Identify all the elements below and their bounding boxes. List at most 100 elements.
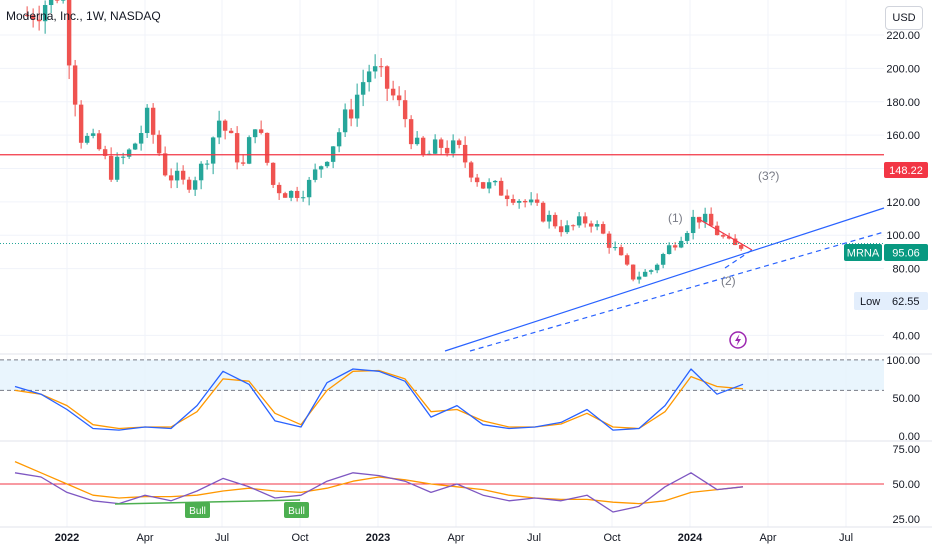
candle-body xyxy=(270,162,276,185)
candle-body xyxy=(162,153,168,176)
candle-body xyxy=(360,82,366,95)
low-tag-value: 62.55 xyxy=(892,296,920,308)
candle-body xyxy=(354,94,360,119)
candle-body xyxy=(594,224,600,227)
resistance-price-tag: 148.22 xyxy=(889,165,923,177)
candle-body xyxy=(78,104,84,143)
candle-body xyxy=(102,149,108,156)
candle-body xyxy=(186,179,192,190)
bull-label-2: Bull xyxy=(288,506,305,517)
candle-body xyxy=(204,163,210,165)
candle-body xyxy=(588,223,594,227)
candle-body xyxy=(606,233,612,248)
candle-body xyxy=(48,0,54,6)
candle-body xyxy=(234,133,240,163)
price-axis-label: 40.00 xyxy=(892,330,920,342)
candle-body xyxy=(192,180,198,190)
candle-body xyxy=(294,190,300,198)
candle-body xyxy=(126,149,132,157)
time-axis-label: Jul xyxy=(527,532,541,544)
time-axis-label: 2024 xyxy=(678,532,703,544)
candle-body xyxy=(582,216,588,224)
time-axis-label: Jul xyxy=(839,532,853,544)
candle-body xyxy=(252,129,258,138)
candle-body xyxy=(330,146,336,162)
candle-body xyxy=(630,264,636,280)
time-axis-label: Jul xyxy=(215,532,229,544)
price-axis-label: 80.00 xyxy=(892,264,920,276)
candle-body xyxy=(516,200,522,203)
price-axis-label: 180.00 xyxy=(886,97,920,109)
bull-label-1-bg xyxy=(185,502,210,518)
candle-body xyxy=(534,199,540,203)
candle-body xyxy=(120,156,126,158)
trendline-upper xyxy=(444,207,885,352)
candle-body xyxy=(408,119,414,145)
candle-body xyxy=(660,254,666,265)
osc-line xyxy=(14,472,744,513)
low-tag-name: Low xyxy=(860,296,880,308)
candle-body xyxy=(96,133,102,150)
candle-body xyxy=(708,213,714,226)
candle-body xyxy=(216,120,222,138)
candle-body xyxy=(342,109,348,133)
candle-body xyxy=(30,15,36,20)
time-axis-label: Apr xyxy=(447,532,464,544)
axis-labels: 2022 Apr Jul Oct 2023 Apr Jul Oct 2024 Apr Jul 220.… xyxy=(55,30,920,544)
drawing-tools[interactable] xyxy=(0,154,885,505)
osc-axis-label: 50.00 xyxy=(892,479,920,491)
rsi-axis-label: 100.00 xyxy=(886,355,920,367)
candle-body xyxy=(156,134,162,154)
candle-body xyxy=(738,245,744,249)
candle-body xyxy=(306,179,312,198)
overbought-band xyxy=(0,359,884,391)
candle-body xyxy=(492,180,498,183)
candle-body xyxy=(642,271,648,277)
osc-ma-line xyxy=(14,461,744,505)
candle-body xyxy=(54,0,60,1)
candle-body xyxy=(420,137,426,156)
candle-body xyxy=(678,240,684,248)
candle-body xyxy=(684,233,690,241)
candle-body xyxy=(600,224,606,234)
candle-body xyxy=(390,88,396,96)
rsi-axis-label: 50.00 xyxy=(892,393,920,405)
candle-body xyxy=(570,225,576,227)
candle-body xyxy=(348,109,354,119)
candle-body xyxy=(366,71,372,83)
bull-label-2-bg xyxy=(284,502,309,518)
candle-body xyxy=(462,144,468,163)
candle-body xyxy=(144,107,150,134)
price-axis-label: 220.00 xyxy=(886,30,920,42)
currency-button[interactable]: USD xyxy=(885,6,923,30)
candle-body xyxy=(432,139,438,154)
candle-body xyxy=(324,161,330,167)
candle-body xyxy=(276,184,282,194)
wave-3-label: (3?) xyxy=(758,169,779,183)
time-axis-label: Oct xyxy=(603,532,620,544)
candle-body xyxy=(378,66,384,68)
time-axis-label: Oct xyxy=(291,532,308,544)
candle-body xyxy=(474,177,480,183)
candle-body xyxy=(24,15,30,17)
candle-body xyxy=(612,247,618,249)
candle-body xyxy=(486,182,492,189)
price-axis-label: 200.00 xyxy=(886,63,920,75)
candle-body xyxy=(540,202,546,222)
candle-body xyxy=(240,162,246,164)
candle-body xyxy=(456,140,462,145)
candle-body xyxy=(672,245,678,248)
candle-body xyxy=(636,276,642,280)
candle-body xyxy=(720,235,726,237)
candle-body xyxy=(114,156,120,180)
flash-icon[interactable] xyxy=(729,331,747,349)
candle-body xyxy=(42,5,48,22)
candle-body xyxy=(180,170,186,180)
ticker-tag: MRNA xyxy=(847,248,880,260)
candle-body xyxy=(72,65,78,105)
candle-body xyxy=(318,166,324,170)
candle-body xyxy=(576,216,582,226)
candlestick-series xyxy=(24,0,744,284)
candle-body xyxy=(174,170,180,181)
